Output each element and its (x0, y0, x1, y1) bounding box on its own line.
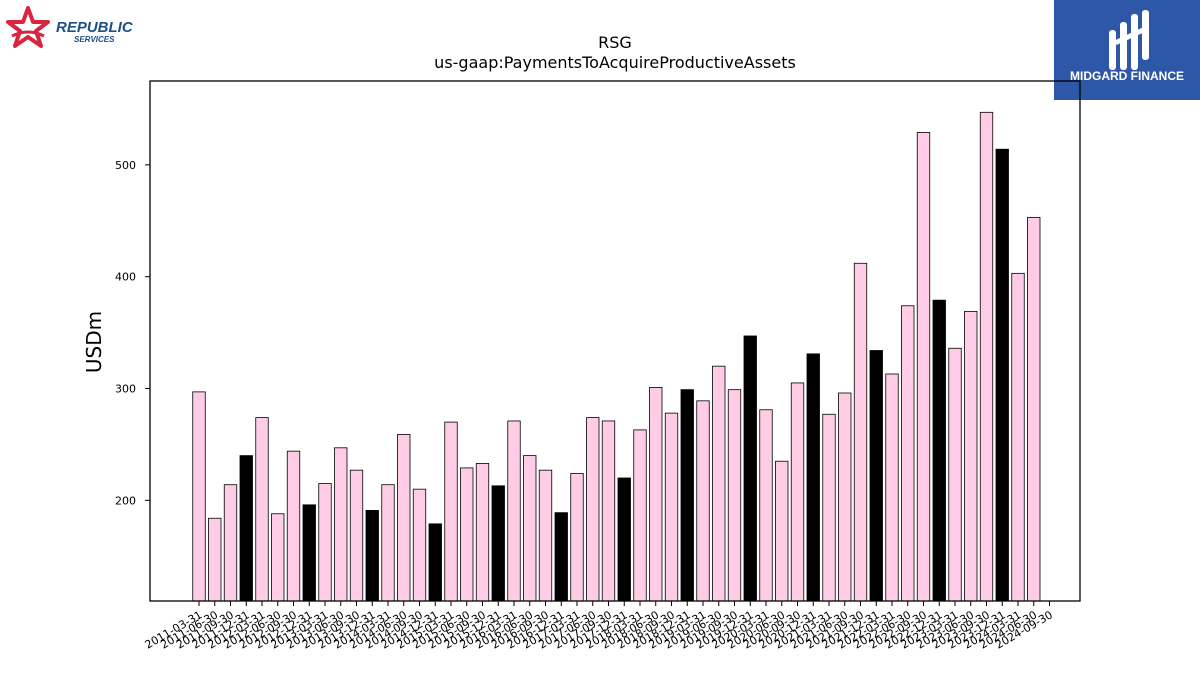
bar-2020-06-30 (775, 460, 789, 602)
bar-2015-12-31 (491, 485, 505, 602)
bar-2020-12-31 (806, 353, 820, 602)
bar-2023-06-30 (964, 310, 978, 602)
y-tick-label-400: 400 (115, 271, 136, 284)
bar-2012-03-31 (255, 417, 269, 602)
bar-2013-09-30 (349, 469, 364, 602)
bar-2024-06-30 (1027, 217, 1041, 602)
bar-2016-09-30 (538, 469, 553, 602)
bar-2018-06-30 (649, 387, 663, 602)
bar-2014-03-31 (381, 484, 395, 602)
y-tick-label-500: 500 (115, 159, 136, 172)
y-axis-label: USDm (82, 311, 106, 373)
bar-2015-09-30 (475, 463, 490, 602)
bar-2023-12-31 (995, 148, 1009, 602)
bar-2015-03-31 (444, 421, 458, 602)
logo-wordmark: REPUBLIC (56, 19, 134, 36)
x-axis: 2011-03-312011-06-302011-09-302011-12-31… (143, 601, 1055, 652)
bar-2021-03-31 (822, 413, 836, 602)
bar-2021-09-30 (853, 262, 868, 602)
bar-2014-09-30 (412, 488, 427, 602)
bar-2017-12-31 (617, 477, 631, 602)
bar-2019-09-30 (727, 389, 742, 602)
republic-services-logo: REPUBLIC SERVICES (6, 6, 134, 48)
bar-2012-06-30 (271, 513, 285, 602)
bar-2012-09-30 (286, 450, 301, 602)
bar-2017-06-30 (586, 417, 600, 602)
bar-2013-03-31 (318, 483, 332, 602)
bar-2017-09-30 (601, 420, 616, 602)
bar-2019-06-30 (712, 365, 726, 602)
logo-name: MIDGARD FINANCE (1070, 69, 1184, 83)
plot-frame (149, 80, 1081, 602)
bar-2016-12-31 (554, 512, 568, 602)
midgard-finance-logo: MIDGARD FINANCE (1054, 0, 1200, 100)
bar-2014-06-30 (397, 433, 411, 602)
bar-2016-03-31 (507, 420, 521, 602)
bar-2021-06-30 (838, 392, 852, 602)
bar-2022-03-31 (885, 373, 899, 602)
bar-2013-06-30 (334, 447, 348, 602)
chart-subtitle: us-gaap:PaymentsToAcquireProductiveAsset… (434, 53, 796, 72)
m-mark-icon (1109, 10, 1149, 70)
bar-2023-03-31 (948, 347, 962, 602)
bar-2012-12-31 (302, 504, 316, 602)
bar-2022-12-31 (932, 299, 946, 602)
bar-2018-12-31 (680, 389, 694, 602)
bar-2011-09-30 (223, 484, 238, 602)
bar-2020-03-31 (759, 409, 773, 602)
star-icon (6, 6, 50, 48)
bars-group (192, 111, 1041, 602)
bar-2018-03-31 (633, 429, 647, 602)
bar-2019-03-31 (696, 400, 710, 602)
bar-2017-03-31 (570, 473, 584, 602)
bar-2011-06-30 (208, 517, 222, 602)
logo-subtitle: SERVICES (74, 35, 115, 44)
bar-2019-12-31 (743, 335, 757, 602)
y-tick-label-200: 200 (115, 494, 136, 507)
bar-2011-12-31 (239, 455, 253, 602)
bar-2023-09-30 (979, 111, 994, 602)
bar-2022-06-30 (901, 305, 915, 602)
bar-2013-12-31 (365, 510, 379, 602)
y-tick-label-300: 300 (115, 383, 136, 396)
y-axis: 200 300 400 500 (115, 159, 150, 507)
bar-2018-09-30 (664, 412, 679, 602)
bar-2015-06-30 (460, 467, 474, 602)
bar-2021-12-31 (869, 350, 883, 602)
bar-2011-03-31 (192, 391, 206, 602)
chart-title: RSG (598, 33, 632, 52)
bar-2022-09-30 (916, 132, 931, 602)
bar-2014-12-31 (428, 523, 442, 602)
bar-2024-03-31 (1011, 272, 1025, 602)
bar-2016-06-30 (523, 455, 537, 602)
bar-2020-09-30 (790, 382, 805, 602)
